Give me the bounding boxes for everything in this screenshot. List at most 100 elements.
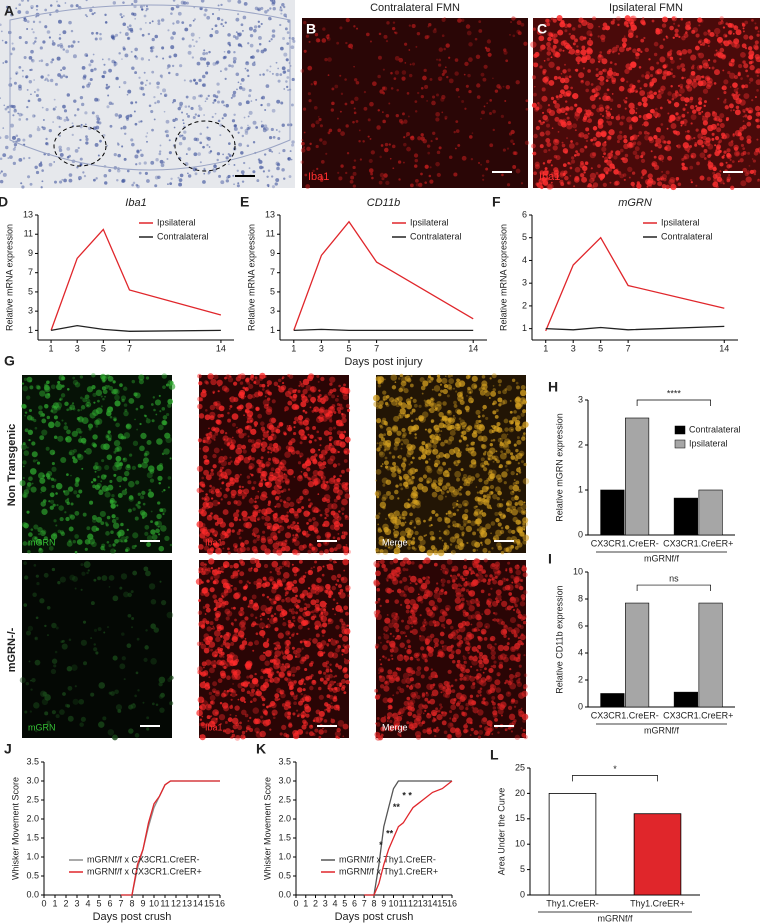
cell (701, 145, 704, 148)
cell (464, 62, 468, 66)
cell (491, 470, 497, 476)
cell (413, 491, 418, 496)
cell (247, 125, 249, 127)
cell (648, 58, 650, 60)
cell (400, 522, 405, 527)
cell (635, 112, 637, 114)
cell (520, 390, 526, 396)
cell (651, 150, 653, 152)
cell (629, 108, 635, 114)
cell (258, 36, 262, 40)
cell (251, 447, 256, 452)
cell (287, 124, 290, 127)
cell (608, 168, 612, 172)
cell (510, 455, 515, 460)
cell (41, 180, 43, 182)
cell (570, 140, 573, 143)
cell (752, 158, 754, 160)
cell (63, 74, 66, 77)
cell (559, 48, 562, 51)
cell (310, 448, 315, 453)
cell (386, 21, 389, 24)
cell (316, 535, 320, 539)
cell (109, 575, 115, 581)
cell (79, 722, 84, 727)
cell (343, 394, 349, 400)
cell (403, 136, 405, 138)
cell (478, 29, 482, 33)
cell (749, 78, 753, 82)
cell (569, 162, 572, 165)
cell (53, 534, 55, 536)
cell (77, 454, 81, 458)
cell (720, 21, 724, 25)
cell (389, 452, 392, 455)
cell (13, 162, 16, 165)
cell (102, 59, 104, 61)
cell (202, 146, 205, 149)
cell (707, 77, 711, 81)
cell (211, 469, 214, 472)
cell (750, 170, 754, 174)
cell (427, 144, 430, 147)
cell (238, 699, 240, 701)
cell (101, 376, 107, 382)
cell (210, 379, 216, 385)
cell (678, 182, 682, 186)
cell (643, 114, 649, 120)
cell (384, 449, 387, 452)
cell (306, 147, 310, 151)
cell (350, 180, 354, 184)
cell (736, 106, 739, 109)
cell (660, 123, 663, 126)
cell (146, 376, 149, 379)
cell (588, 133, 590, 135)
cell (316, 511, 318, 513)
cell (617, 24, 619, 26)
cell (141, 512, 147, 518)
cell (404, 43, 407, 46)
cell (64, 422, 67, 425)
cell (412, 537, 415, 540)
cell (448, 378, 454, 384)
cell (85, 394, 90, 399)
cell (676, 116, 681, 121)
cell (151, 511, 153, 513)
cell (400, 531, 406, 537)
cell (163, 489, 165, 491)
cell (233, 60, 236, 63)
cell (428, 431, 431, 434)
cell (620, 149, 624, 153)
cell (267, 380, 272, 385)
cell (679, 88, 685, 94)
cell (97, 576, 101, 580)
cell (192, 96, 196, 100)
cell (186, 96, 189, 99)
cell (240, 542, 243, 545)
cell (229, 408, 231, 410)
cell (2, 153, 6, 157)
cell (646, 71, 650, 75)
cell (291, 45, 295, 49)
cell (736, 29, 742, 35)
cell (503, 86, 505, 88)
cell (333, 536, 336, 539)
cell (402, 517, 405, 520)
cell (90, 693, 94, 697)
cell (733, 33, 735, 35)
cell (388, 103, 390, 105)
cell (337, 118, 339, 120)
cell (421, 87, 424, 90)
cell (68, 155, 71, 158)
cell (717, 177, 722, 182)
cell (459, 451, 462, 454)
cell (36, 616, 39, 619)
cell (640, 87, 642, 89)
cell (643, 121, 649, 127)
cell (150, 161, 154, 165)
cell (69, 407, 73, 411)
cell (438, 482, 442, 486)
cell (304, 132, 306, 134)
cell (434, 28, 437, 31)
cell (740, 52, 746, 58)
